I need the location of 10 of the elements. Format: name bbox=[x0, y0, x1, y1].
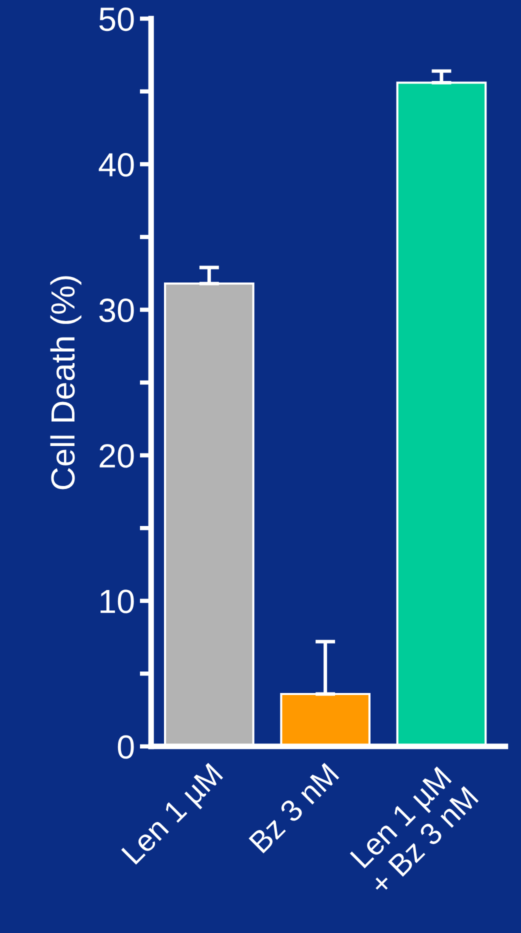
y-tick-label: 20 bbox=[100, 444, 134, 468]
x-tick-label: Len 1 µM + Bz 3 nM bbox=[350, 766, 479, 896]
y-tick-label: 40 bbox=[98, 153, 134, 177]
x-tick-label: Len 1 µM bbox=[121, 762, 228, 870]
y-tick-label: 30 bbox=[99, 298, 134, 322]
y-axis-title: Cell Death (%) bbox=[50, 276, 82, 490]
y-tick-label: 50 bbox=[99, 7, 134, 32]
y-tick-label: 10 bbox=[100, 590, 134, 614]
y-tick-label: 0 bbox=[118, 735, 134, 759]
x-tick-label: Bz 3 nM bbox=[248, 762, 340, 854]
